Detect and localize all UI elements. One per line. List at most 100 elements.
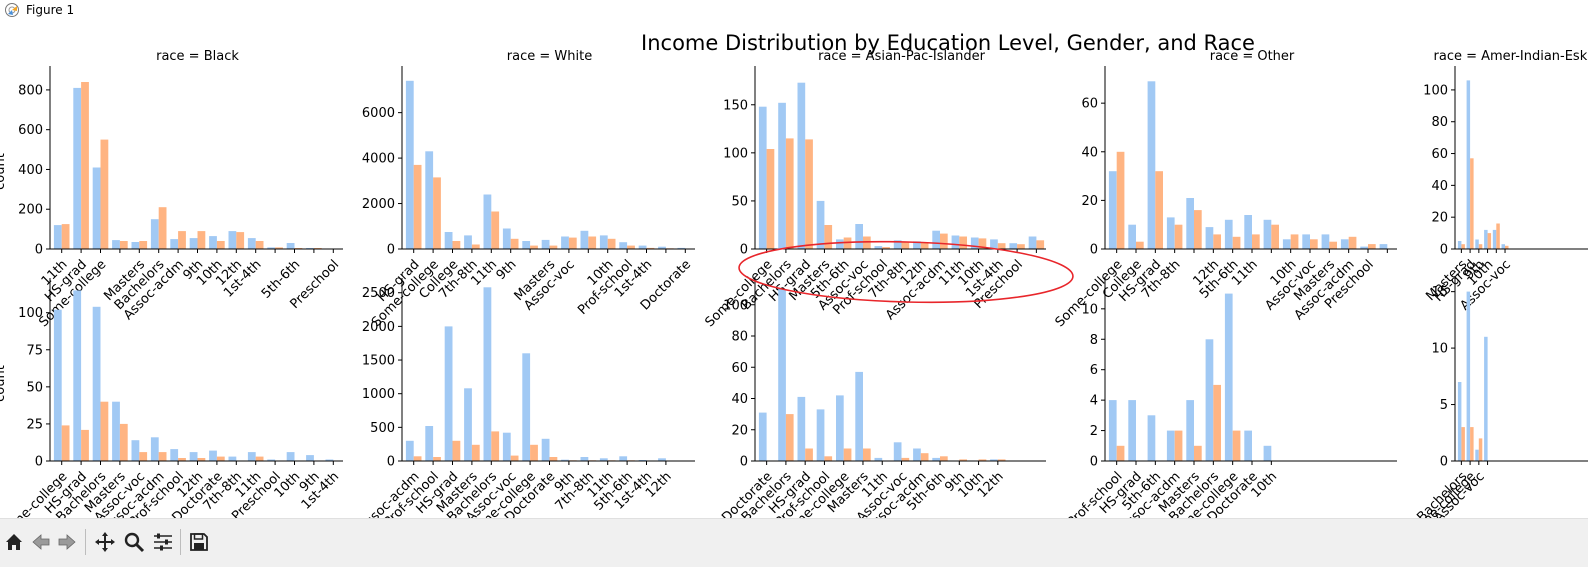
bar-s2-c11 [959,237,967,250]
bar-s2-c5 [844,238,852,250]
bar-s2-c15 [1036,240,1044,249]
bar-s1-c5 [1493,230,1497,249]
bar-s1-c13 [287,243,295,249]
y-tick-label: 4000 [362,152,395,167]
bar-s2-c2 [786,414,794,461]
toolbar-separator [85,529,86,555]
y-tick-label: 4 [1090,394,1098,409]
bar-s2-c10 [236,232,244,249]
bar-s1-c2 [1467,292,1471,461]
bar-s2-c10 [1291,234,1299,249]
bar-s1-c2 [1128,400,1136,461]
bar-s2-c10 [588,237,596,250]
zoom-magnifier-icon[interactable] [123,531,145,553]
y-tick-label: 800 [18,83,43,98]
bar-s2-c4 [1488,233,1492,249]
y-tick-label: 2000 [362,320,395,335]
subplot-5: 020406080100MastersHS-grad9th10thAssoc-v… [1423,49,1588,314]
bar-s2-c5 [139,241,147,249]
save-figure-icon[interactable] [188,531,210,553]
subplot-8: 020406080100DoctorateBachelorsHS-gradPro… [719,278,1046,518]
bar-s2-c14 [1368,244,1376,249]
bar-s1-c4 [112,402,120,461]
bar-s1-c7 [1225,294,1233,461]
bar-s2-c3 [1479,244,1483,249]
subplot-7: 05001000150020002500Assoc-acdmProf-schoo… [357,278,695,518]
bar-s2-c6 [1213,234,1221,249]
bar-s1-c8 [1244,431,1252,461]
bar-s2-c6 [511,456,519,461]
bar-s2-c1 [414,165,422,249]
bar-s2-c4 [824,456,832,461]
subplot-title: race = Black [156,49,239,64]
bar-s2-c7 [530,246,538,249]
y-tick-label: 0 [1440,243,1448,258]
bar-s2-c9 [217,241,225,249]
bar-s2-c8 [1252,234,1260,249]
bar-s2-c4 [472,245,480,250]
bar-s2-c7 [1233,237,1241,249]
bar-s2-c13 [998,243,1006,249]
bar-s1-c3 [1475,240,1479,250]
subplot-title: race = White [507,49,592,64]
bar-s1-c5 [836,395,844,461]
y-tick-label: 2000 [362,197,395,212]
bar-s1-c13 [639,246,647,249]
y-tick-label: 15 [1431,285,1448,300]
bar-s1-c4 [464,235,472,249]
bar-s1-c10 [229,231,237,249]
bar-s2-c4 [120,241,128,249]
y-tick-label: 0 [1090,455,1098,470]
bar-s1-c1 [54,310,62,461]
bar-s1-c8 [190,238,198,249]
bar-s2-c2 [1470,427,1474,461]
pan-move-icon[interactable] [94,531,116,553]
bar-s2-c4 [120,424,128,461]
bar-s1-c3 [445,326,453,461]
bar-s2-c2 [1470,158,1474,249]
bar-s1-c4 [112,240,120,249]
bar-s1-c3 [1148,81,1156,249]
subplot-4: 0204060Some-collegeCollegeHS-grad7th-8th… [1053,49,1397,330]
bar-s1-c1 [1458,241,1462,249]
y-tick-label: 5 [1440,398,1448,413]
bar-s2-c5 [1496,224,1500,250]
home-icon[interactable] [3,531,25,553]
bar-s2-c6 [511,239,519,249]
y-tick-label: 0 [35,455,43,470]
bar-s2-c11 [256,241,264,249]
forward-arrow-icon[interactable] [56,531,78,553]
bar-s1-c10 [1283,239,1291,249]
bar-s2-c4 [472,445,480,461]
bar-s1-c8 [1244,215,1252,249]
bar-s1-c2 [73,290,81,461]
bar-s1-c14 [1009,243,1017,249]
bar-s2-c8 [550,246,558,249]
bar-s1-c6 [503,229,511,250]
bar-s2-c2 [81,430,89,461]
bar-s2-c5 [1194,210,1202,249]
bar-s1-c5 [132,440,140,461]
bar-s2-c7 [1233,431,1241,461]
y-tick-label: 60 [1081,97,1098,112]
y-tick-label: 0 [35,243,43,258]
y-tick-label: 20 [731,423,748,438]
bar-s1-c11 [952,236,960,250]
bar-s2-c9 [217,457,225,461]
bar-s2-c3 [1479,438,1483,461]
configure-subplots-icon[interactable] [152,531,174,553]
bar-s1-c2 [778,103,786,249]
bar-s1-c1 [759,413,767,461]
bar-s2-c4 [824,225,832,249]
bar-s1-c6 [855,224,863,249]
bar-s2-c5 [1194,446,1202,461]
bar-s1-c5 [1186,198,1194,249]
bar-s2-c3 [101,402,109,461]
bar-s1-c7 [522,353,530,461]
bar-s1-c11 [1302,234,1310,249]
bar-s1-c10 [932,231,940,249]
y-tick-label: 20 [1431,211,1448,226]
bar-s1-c11 [600,235,608,249]
bar-s2-c11 [1310,239,1318,249]
back-arrow-icon[interactable] [30,531,52,553]
